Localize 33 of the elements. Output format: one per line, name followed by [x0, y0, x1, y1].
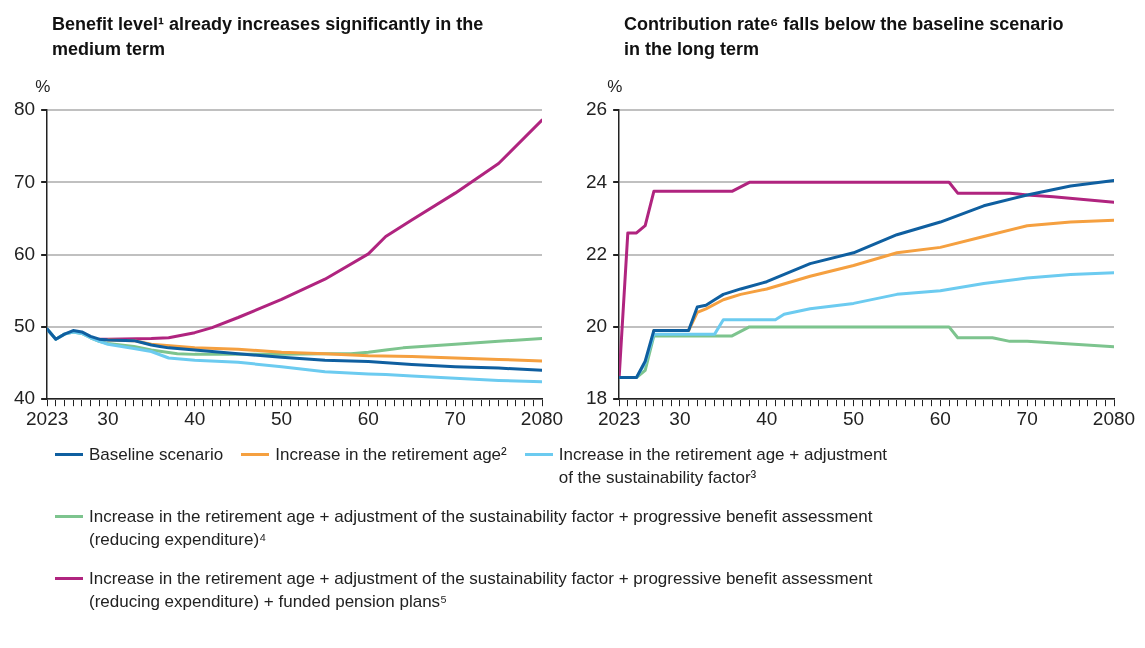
x-tick-label: 50 [270, 407, 293, 429]
chart-title: Benefit level¹ already increases significantly in the medium term [52, 13, 485, 61]
y-tick-label: 50 [13, 315, 36, 337]
y-tick-label: 22 [585, 242, 608, 264]
legend-label: Increase in the retirement age² [275, 444, 507, 466]
y-axis-title: % [607, 77, 623, 97]
y-tick-label: 60 [13, 242, 36, 264]
legend-label: Increase in the retirement age + adjustment of the sustainability factor + progressive benefit assessment (reducing expenditure)⁴ [89, 506, 874, 551]
x-tick-label: 30 [97, 407, 119, 429]
x-tick-label: 2023 [25, 407, 69, 429]
y-tick-label: 40 [13, 387, 36, 409]
legend-label: Increase in the retirement age + adjustment of the sustainability factor³ [558, 444, 889, 489]
x-tick-label: 2080 [1092, 407, 1136, 429]
x-tick-label: 50 [842, 407, 865, 429]
x-tick-label: 2023 [597, 407, 641, 429]
chart-title: Contribution rate⁶ falls below the baseline scenario in the long term [624, 13, 1064, 61]
y-tick-label: 24 [585, 170, 608, 192]
x-tick-label: 60 [929, 407, 951, 429]
x-tick-label: 30 [669, 407, 691, 429]
x-tick-label: 70 [444, 407, 466, 429]
y-tick-label: 80 [13, 98, 36, 120]
y-tick-label: 18 [585, 387, 608, 409]
y-axis-title: % [35, 77, 51, 97]
x-tick-label: 60 [357, 407, 379, 429]
x-tick-label: 40 [756, 407, 778, 429]
y-tick-label: 20 [585, 315, 608, 337]
x-tick-label: 40 [184, 407, 206, 429]
x-tick-label: 70 [1016, 407, 1038, 429]
legend-label: Baseline scenario [89, 444, 224, 466]
y-tick-label: 70 [13, 170, 36, 192]
y-tick-label: 26 [585, 98, 608, 120]
x-tick-label: 2080 [520, 407, 564, 429]
legend-label: Increase in the retirement age + adjustment of the sustainability factor + progressive benefit assessment (reducing expenditure) + funded pension plans⁵ [89, 568, 874, 613]
